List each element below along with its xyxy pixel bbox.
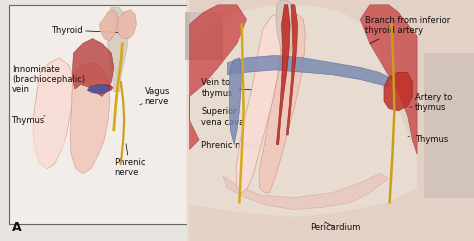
- Text: A: A: [12, 221, 21, 234]
- Polygon shape: [98, 85, 113, 91]
- Polygon shape: [190, 5, 246, 149]
- Polygon shape: [190, 0, 474, 241]
- Polygon shape: [70, 63, 110, 174]
- Polygon shape: [229, 58, 242, 145]
- FancyBboxPatch shape: [424, 53, 474, 198]
- Text: Thymus: Thymus: [11, 116, 45, 125]
- Text: Vagus
nerve: Vagus nerve: [140, 87, 170, 106]
- Polygon shape: [236, 14, 282, 193]
- Polygon shape: [260, 14, 305, 193]
- Text: Branch from inferior
thyroid artery: Branch from inferior thyroid artery: [365, 16, 450, 43]
- Text: Superior
vena cava: Superior vena cava: [201, 107, 260, 127]
- Polygon shape: [31, 106, 66, 169]
- Polygon shape: [286, 5, 298, 135]
- Polygon shape: [360, 5, 417, 154]
- Polygon shape: [223, 174, 389, 210]
- Polygon shape: [33, 58, 73, 169]
- Polygon shape: [276, 5, 290, 145]
- FancyBboxPatch shape: [9, 5, 187, 224]
- FancyBboxPatch shape: [185, 12, 223, 60]
- Polygon shape: [88, 85, 110, 94]
- Text: Phrenic
nerve: Phrenic nerve: [114, 144, 145, 177]
- Text: Thymus: Thymus: [408, 135, 448, 144]
- Polygon shape: [72, 39, 114, 96]
- Polygon shape: [384, 72, 412, 111]
- Polygon shape: [100, 10, 118, 41]
- Text: Artery to
thymus: Artery to thymus: [410, 93, 452, 112]
- Polygon shape: [117, 10, 137, 39]
- Text: Vein to
thymus: Vein to thymus: [201, 78, 260, 98]
- Text: Pericardium: Pericardium: [310, 222, 361, 232]
- Text: Thyroid: Thyroid: [51, 26, 118, 35]
- Text: Innominate
(brachiocephalic)
vein: Innominate (brachiocephalic) vein: [12, 65, 99, 94]
- Text: Phrenic nerve: Phrenic nerve: [201, 141, 268, 150]
- FancyBboxPatch shape: [187, 0, 474, 241]
- Polygon shape: [228, 55, 389, 87]
- Polygon shape: [107, 7, 128, 92]
- Polygon shape: [276, 0, 295, 58]
